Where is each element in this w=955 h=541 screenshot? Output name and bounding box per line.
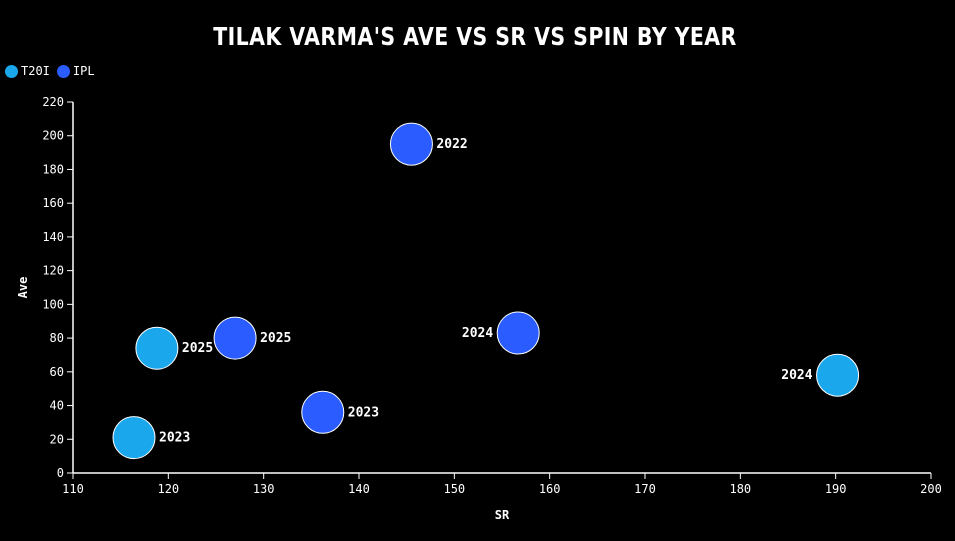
chart-title: TILAK VARMA'S AVE VS SR VS SPIN BY YEAR xyxy=(213,22,737,51)
point-label: 2023 xyxy=(159,431,190,446)
y-tick-label: 200 xyxy=(42,129,64,143)
x-tick-label: 170 xyxy=(634,482,656,496)
point-label: 2025 xyxy=(182,341,213,356)
y-tick-label: 60 xyxy=(50,365,64,379)
legend-swatch-t20i xyxy=(5,64,18,78)
point-t20i[interactable] xyxy=(816,353,860,397)
legend-label-t20i: T20I xyxy=(21,64,50,78)
point-t20i[interactable] xyxy=(135,326,179,370)
point-t20i[interactable] xyxy=(112,416,156,460)
point-ipl[interactable] xyxy=(389,122,433,166)
axes: 110 120 130 140 150 160 170 180 190 200 0 20 40 60 80 1… xyxy=(42,95,942,496)
point-label: 2025 xyxy=(260,331,291,346)
x-axis-title: SR xyxy=(495,508,510,522)
x-tick-label: 160 xyxy=(539,482,561,496)
x-tick-label: 190 xyxy=(825,482,847,496)
y-tick-label: 220 xyxy=(42,95,64,109)
point-label: 2022 xyxy=(436,137,467,152)
y-tick-label: 20 xyxy=(50,432,64,446)
y-tick-label: 80 xyxy=(50,331,64,345)
point-label: 2024 xyxy=(781,368,812,383)
legend-item-ipl: IPL xyxy=(56,64,95,78)
x-tick-label: 130 xyxy=(253,482,275,496)
y-tick-label: 180 xyxy=(42,162,64,176)
point-ipl[interactable] xyxy=(496,311,540,355)
x-tick-label: 200 xyxy=(920,482,942,496)
y-tick-label: 0 xyxy=(57,466,64,480)
x-tick-label: 140 xyxy=(348,482,370,496)
point-ipl[interactable] xyxy=(213,316,257,360)
y-tick-label: 140 xyxy=(42,230,64,244)
legend: T20I IPL xyxy=(5,64,102,78)
data-points: 2025 2023 2024 2022 2025 2024 2023 xyxy=(112,122,860,460)
y-tick-label: 100 xyxy=(42,297,64,311)
legend-label-ipl: IPL xyxy=(72,64,95,78)
y-axis-title: Ave xyxy=(16,277,30,299)
x-tick-label: 150 xyxy=(443,482,465,496)
legend-swatch-ipl xyxy=(56,64,70,78)
y-tick-label: 120 xyxy=(42,264,64,278)
x-tick-label: 120 xyxy=(157,482,179,496)
y-tick-label: 40 xyxy=(50,399,64,413)
y-tick-label: 160 xyxy=(42,196,64,210)
x-tick-label: 110 xyxy=(62,482,84,496)
point-ipl[interactable] xyxy=(301,390,345,434)
legend-item-t20i: T20I xyxy=(5,64,50,78)
point-label: 2023 xyxy=(348,405,379,420)
x-tick-label: 180 xyxy=(729,482,751,496)
point-label: 2024 xyxy=(462,326,493,341)
